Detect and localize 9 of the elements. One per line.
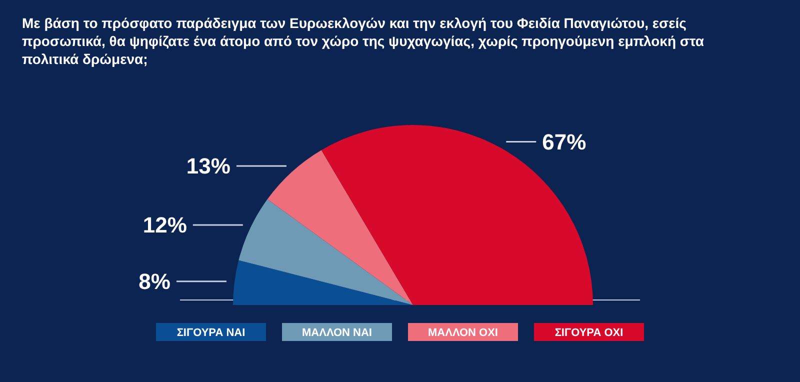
legend-label: ΣΙΓΟΥΡΑ ΝΑΙ <box>176 326 246 339</box>
legend-label: ΜΑΛΛΟΝ ΝΑΙ <box>302 326 372 339</box>
data-label: 67% <box>542 129 586 154</box>
data-label: 8% <box>138 269 170 294</box>
legend-label: ΣΙΓΟΥΡΑ ΟΧΙ <box>554 326 624 339</box>
data-label: 13% <box>186 154 230 179</box>
legend-label: ΜΑΛΛΟΝ ΟΧΙ <box>428 326 498 339</box>
chart-title: Με βάση το πρόσφατο παράδειγμα των Ευρωεκλογών και την εκλογή του Φειδία Παναγιώτου, εσείς προσωπικά, θα ψηφίζατε ένα άτομο από τον χώρο της ψυχαγωγίας, χωρίς προηγούμενη εμπλοκή στα πολιτικά δρώμενα; <box>21 14 705 68</box>
data-label: 12% <box>142 212 187 238</box>
